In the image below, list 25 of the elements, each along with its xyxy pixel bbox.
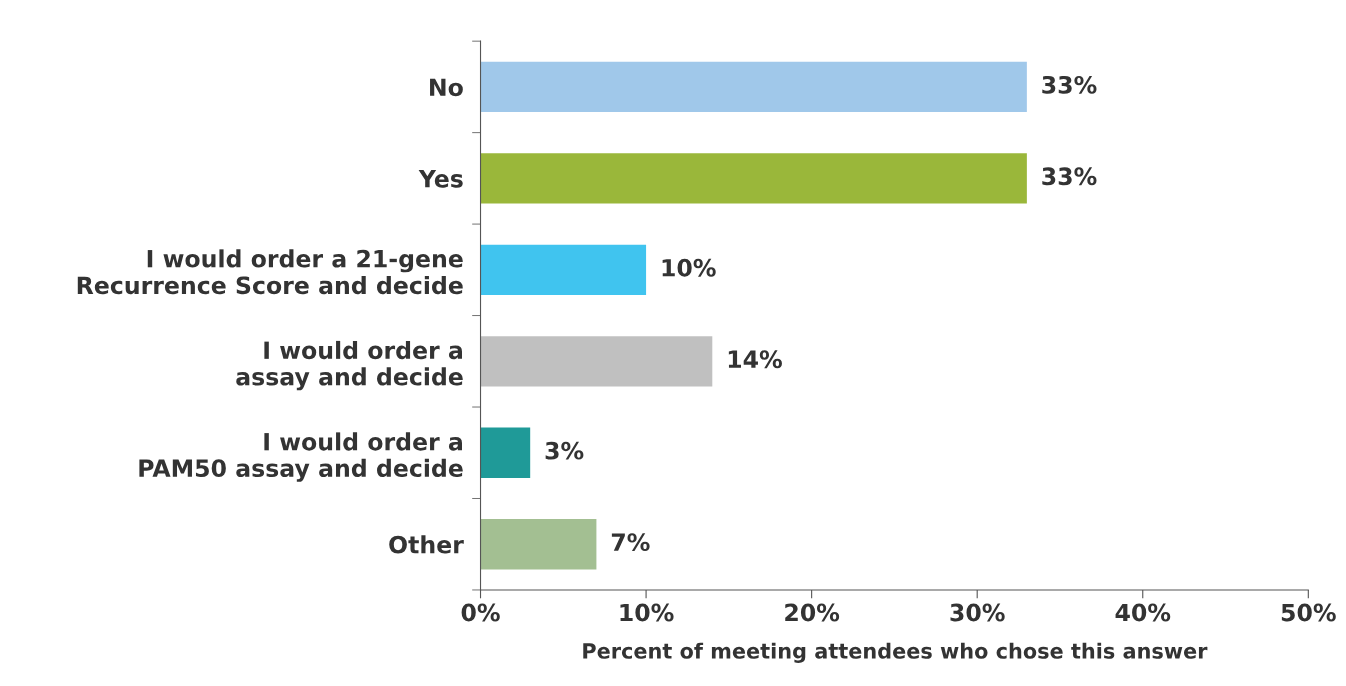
bar: [480, 61, 1027, 113]
data-label: 33%: [1042, 75, 1097, 94]
x-tick-label: 50%: [1281, 603, 1336, 622]
y-tick-label: I would order a assay and decide: [236, 340, 463, 391]
bar: [480, 519, 597, 570]
y-tick-label: I would order a 21-gene Recurrence Score and decide: [77, 249, 463, 295]
y-tick-label: Yes: [418, 170, 463, 188]
bar: [480, 427, 531, 478]
bar: [480, 153, 1027, 204]
y-tick-label: Other: [389, 535, 464, 554]
bar: [480, 244, 647, 295]
data-label: 14%: [728, 350, 782, 369]
x-tick-label: 0%: [461, 603, 500, 622]
data-label: 7%: [611, 533, 650, 552]
x-tick-label: 40%: [1115, 603, 1171, 622]
x-tick-label: 20%: [785, 603, 840, 622]
data-label: 3%: [545, 441, 584, 460]
y-tick-label: I would order a PAM50 assay and decide: [139, 432, 463, 482]
bar: [480, 336, 713, 387]
x-tick-label: 30%: [950, 603, 1005, 622]
y-tick-label: No: [430, 78, 463, 97]
data-label: 10%: [662, 258, 716, 277]
x-tick-label: 10%: [620, 603, 674, 622]
x-axis-title: Percent of meeting attendees who chose this answer: [583, 642, 1208, 663]
data-label: 33%: [1042, 167, 1097, 186]
